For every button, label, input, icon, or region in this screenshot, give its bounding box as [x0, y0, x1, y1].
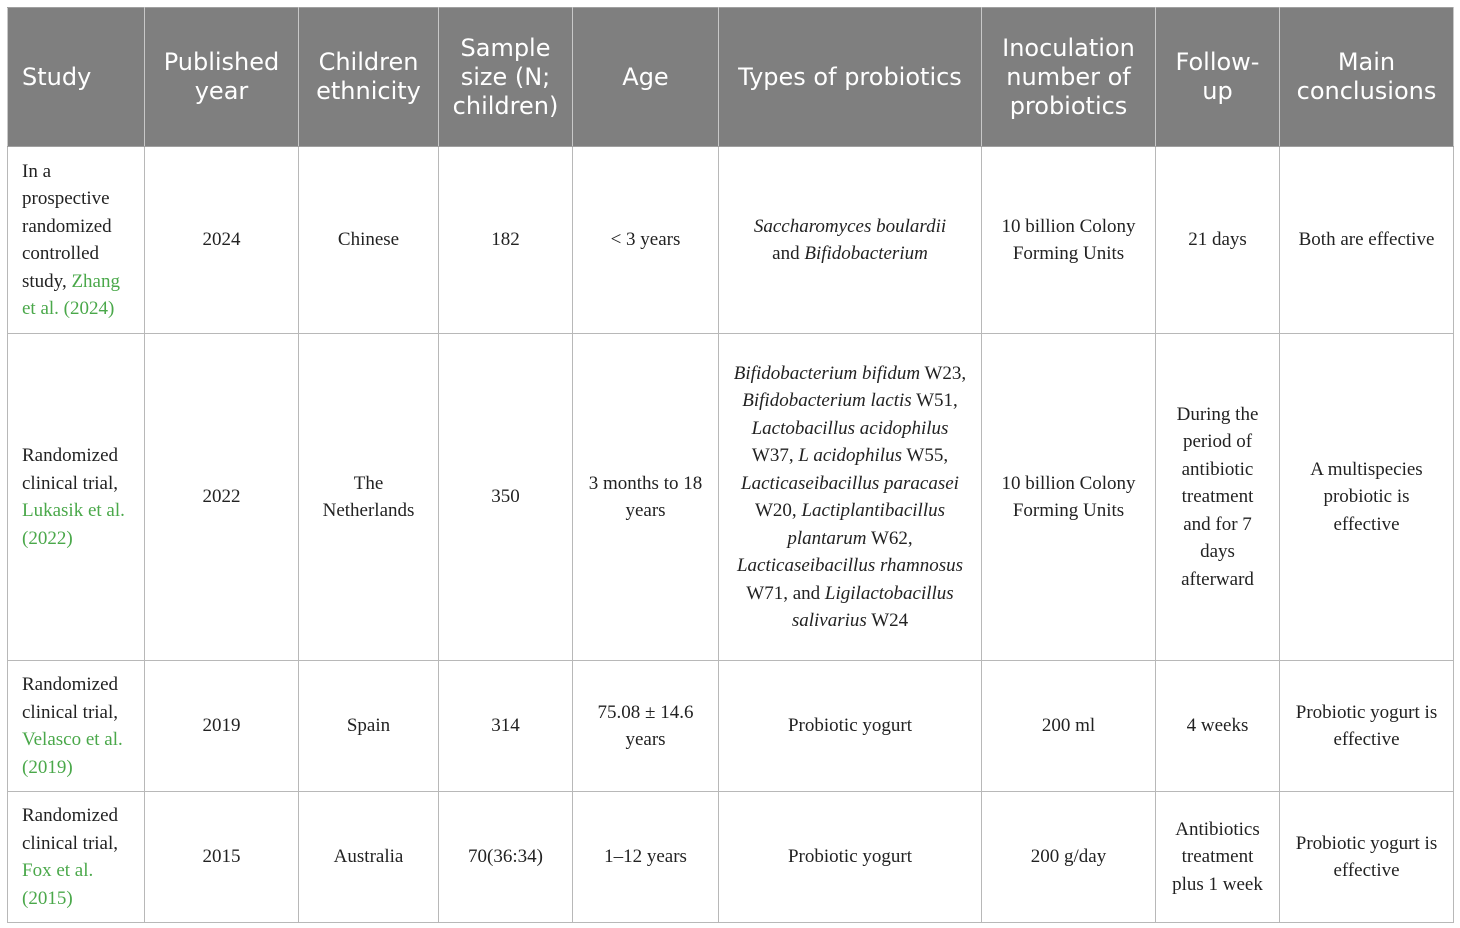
- table-row: Randomized clinical trial, Lukasik et al…: [7, 333, 1454, 661]
- strain-code: W55,: [901, 445, 949, 466]
- conclusion-cell: Both are effective: [1279, 146, 1454, 334]
- probiotics-cell: Saccharomyces boulardii and Bifidobacter…: [718, 146, 982, 334]
- strain-code: W24: [866, 610, 909, 631]
- inoculation-cell: 10 billion Colony Forming Units: [981, 146, 1156, 334]
- inoculation-cell: 200 g/day: [981, 791, 1156, 923]
- citation-link[interactable]: Zhang et al. (2024): [22, 270, 120, 320]
- ethnicity-cell: Spain: [298, 660, 439, 792]
- table-row: Randomized clinical trial, Velasco et al…: [7, 660, 1454, 792]
- header-follow-up: Follow-up: [1155, 7, 1280, 147]
- conclusion-cell: Probiotic yogurt is effective: [1279, 660, 1454, 792]
- age-cell: < 3 years: [572, 146, 719, 334]
- probiotics-cell: Probiotic yogurt: [718, 791, 982, 923]
- sample-size-cell: 70(36:34): [438, 791, 573, 923]
- ethnicity-cell: Chinese: [298, 146, 439, 334]
- header-row: Study Published year Children ethnicity …: [7, 7, 1454, 147]
- study-text: Randomized clinical trial,: [22, 674, 119, 723]
- sample-size-cell: 314: [438, 660, 573, 792]
- strain-name: Lacticaseibacillus paracasei: [741, 472, 959, 494]
- strain-code: W62,: [866, 527, 913, 549]
- strain-name: Lactobacillus acidophilus: [751, 417, 949, 439]
- year-cell: 2019: [144, 660, 299, 792]
- table-row: In a prospective randomized controlled s…: [7, 146, 1454, 334]
- study-text: In a prospective randomized controlled s…: [22, 160, 112, 292]
- probiotics-cell: Probiotic yogurt: [718, 660, 982, 792]
- strain-name: L acidophilus: [798, 445, 902, 466]
- follow-up-cell: 21 days: [1155, 146, 1280, 334]
- ethnicity-cell: The Netherlands: [298, 333, 439, 661]
- follow-up-cell: Antibiotics treatment plus 1 week: [1155, 791, 1280, 923]
- strain-name: Bifidobacterium lactis: [742, 390, 912, 411]
- header-children-ethnicity: Children ethnicity: [298, 7, 439, 147]
- probiotics-studies-table: Study Published year Children ethnicity …: [7, 7, 1454, 923]
- study-cell: In a prospective randomized controlled s…: [7, 146, 145, 334]
- year-cell: 2015: [144, 791, 299, 923]
- year-cell: 2024: [144, 146, 299, 334]
- header-age: Age: [572, 7, 719, 147]
- study-text: Randomized clinical trial,: [22, 805, 119, 854]
- follow-up-cell: During the period of antibiotic treatmen…: [1155, 333, 1280, 661]
- citation-link[interactable]: Velasco et al. (2019): [22, 729, 123, 778]
- age-cell: 1–12 years: [572, 791, 719, 923]
- study-cell: Randomized clinical trial, Velasco et al…: [7, 660, 145, 792]
- strain-code: W71, and: [746, 582, 825, 604]
- strain-code: W23,: [920, 362, 967, 384]
- citation-link[interactable]: Lukasik et al. (2022): [22, 500, 125, 549]
- header-published-year: Published year: [144, 7, 299, 147]
- strain-name: Bifidobacterium bifidum: [733, 362, 921, 384]
- header-sample-size: Sample size (N; children): [438, 7, 573, 147]
- probiotics-cell: Bifidobacterium bifidum W23, Bifidobacte…: [718, 333, 982, 661]
- inoculation-cell: 10 billion Colony Forming Units: [981, 333, 1156, 661]
- age-cell: 3 months to 18 years: [572, 333, 719, 661]
- header-main-conclusions: Main conclusions: [1279, 7, 1454, 147]
- conclusion-cell: A multispecies probiotic is effective: [1279, 333, 1454, 661]
- strain-code: W37,: [751, 445, 799, 466]
- header-inoculation-number: Inoculation number of probiotics: [981, 7, 1156, 147]
- citation-link[interactable]: Fox et al. (2015): [22, 860, 94, 909]
- study-table-container: Study Published year Children ethnicity …: [7, 7, 1454, 923]
- strain-name: Ligilactobacillus salivarius: [791, 582, 954, 632]
- probiotic-name: Bifidobacterium: [804, 243, 928, 264]
- sample-size-cell: 350: [438, 333, 573, 661]
- year-cell: 2022: [144, 333, 299, 661]
- study-cell: Randomized clinical trial, Fox et al. (2…: [7, 791, 145, 923]
- probiotic-conjunction: and: [772, 243, 800, 264]
- strain-name: Lacticaseibacillus rhamnosus: [736, 555, 964, 576]
- follow-up-cell: 4 weeks: [1155, 660, 1280, 792]
- strain-name: Lactiplantibacillus plantarum: [787, 500, 945, 549]
- header-study: Study: [7, 7, 145, 147]
- inoculation-cell: 200 ml: [981, 660, 1156, 792]
- probiotic-name: Saccharomyces boulardii: [753, 215, 947, 237]
- conclusion-cell: Probiotic yogurt is effective: [1279, 791, 1454, 923]
- age-cell: 75.08 ± 14.6 years: [572, 660, 719, 792]
- header-types-of-probiotics: Types of probiotics: [718, 7, 982, 147]
- study-cell: Randomized clinical trial, Lukasik et al…: [7, 333, 145, 661]
- sample-size-cell: 182: [438, 146, 573, 334]
- ethnicity-cell: Australia: [298, 791, 439, 923]
- study-text: Randomized clinical trial,: [22, 445, 119, 494]
- table-row: Randomized clinical trial, Fox et al. (2…: [7, 791, 1454, 923]
- strain-code: W20,: [755, 500, 802, 521]
- strain-code: W51,: [911, 390, 958, 411]
